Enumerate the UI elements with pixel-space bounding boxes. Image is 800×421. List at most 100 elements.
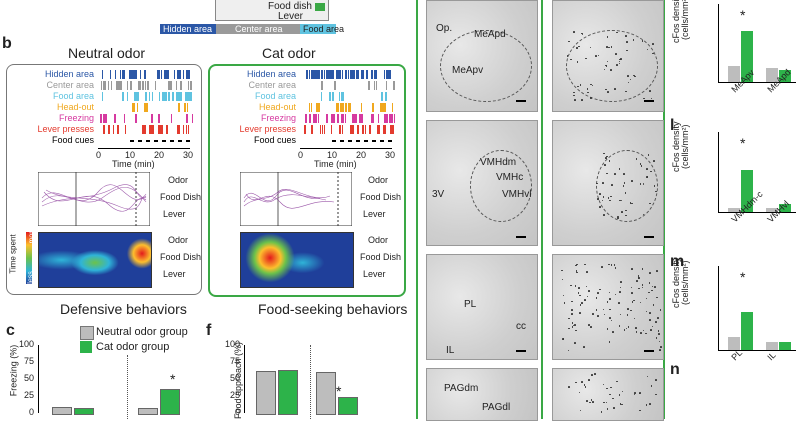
cfos-dot xyxy=(581,33,584,36)
micrograph-pag-neutral xyxy=(426,368,538,421)
raster-tick xyxy=(364,140,368,142)
cfos-dot xyxy=(651,289,654,292)
raster-tick xyxy=(327,70,329,79)
raster-tick xyxy=(368,81,370,90)
cfos-dot xyxy=(574,324,576,326)
cfos-dot xyxy=(616,380,618,383)
cfos-dot xyxy=(573,91,575,94)
bar xyxy=(256,370,276,415)
raster-tick xyxy=(158,125,160,134)
cfos-dot xyxy=(592,401,594,404)
raster-tick xyxy=(333,114,335,123)
raster-tick xyxy=(116,81,118,90)
cfos-dot xyxy=(606,328,609,331)
cfos-dot xyxy=(590,326,592,328)
cfos-dot xyxy=(614,173,616,176)
cfos-dot xyxy=(646,176,649,178)
label-pagdl: PAGdl xyxy=(482,402,511,413)
raster-tick xyxy=(154,140,158,142)
raster-tick xyxy=(334,81,336,90)
cfos-dot xyxy=(621,403,624,406)
cfos-dot xyxy=(571,300,573,303)
raster-tick xyxy=(342,92,344,101)
micrograph-pag-cat xyxy=(552,368,664,421)
raster-tick xyxy=(144,70,146,79)
raster-tick xyxy=(362,125,364,134)
cfos-dot xyxy=(595,55,597,57)
label-3v: 3V xyxy=(432,189,445,200)
cfos-dot xyxy=(610,264,613,266)
y-tick-label: 75 xyxy=(229,356,240,366)
cat-heat-odor: Odor xyxy=(368,235,389,245)
raster-tick xyxy=(355,114,357,123)
raster-tick xyxy=(357,70,359,79)
raster-tick xyxy=(148,92,151,101)
cfos-dot xyxy=(603,68,606,71)
cfos-dot xyxy=(573,31,575,34)
cfos-dot xyxy=(608,340,611,343)
raster-tick xyxy=(366,70,369,79)
raster-tick xyxy=(375,70,378,79)
raster-tick xyxy=(122,92,124,101)
raster-tick xyxy=(311,125,313,134)
raster-tick xyxy=(185,70,188,79)
raster-tick xyxy=(178,125,180,134)
raster-tick xyxy=(158,114,160,123)
right-bar xyxy=(779,341,791,350)
raster-tick xyxy=(139,81,142,90)
raster-tick xyxy=(352,114,354,123)
raster-tick xyxy=(130,81,132,90)
cat-odor-box xyxy=(208,64,406,297)
cfos-dot xyxy=(623,182,626,184)
raster-tick xyxy=(180,81,182,90)
cfos-dot xyxy=(605,157,607,159)
cfos-dot xyxy=(615,53,617,55)
raster-tick xyxy=(362,70,364,79)
raster-tick xyxy=(373,81,376,90)
cfos-dot xyxy=(609,298,611,300)
raster-label: Food cues xyxy=(51,135,94,145)
raster-tick xyxy=(344,114,347,123)
cfos-dot xyxy=(597,292,600,295)
raster-tick xyxy=(313,70,316,79)
raster-tick xyxy=(179,70,181,79)
y-tick-label: 50 xyxy=(23,373,34,383)
raster-tick xyxy=(158,70,160,79)
raster-tick xyxy=(341,114,343,123)
zone-hidden-label: Hidden area xyxy=(163,24,213,34)
cfos-dot xyxy=(562,338,565,340)
cat-tick-20: 20 xyxy=(356,150,367,160)
raster-tick xyxy=(187,92,189,101)
label-vmhc: VMHc xyxy=(496,172,524,183)
cfos-dot xyxy=(627,308,629,310)
raster-tick xyxy=(142,81,144,90)
raster-label: Lever presses xyxy=(37,124,94,134)
cfos-dot xyxy=(613,407,615,410)
cfos-dot xyxy=(632,39,635,41)
cfos-dot xyxy=(571,321,574,324)
right-bar xyxy=(779,70,791,82)
raster-tick xyxy=(121,70,124,79)
cfos-dot xyxy=(656,270,658,272)
cfos-dot xyxy=(648,291,650,294)
raster-tick xyxy=(386,114,388,123)
raster-tick xyxy=(130,70,132,79)
raster-tick xyxy=(323,125,326,134)
cfos-dot xyxy=(633,317,636,320)
legend-cat-label: Cat odor group xyxy=(96,341,170,353)
raster-tick xyxy=(186,103,189,112)
neutral-tick-20: 20 xyxy=(154,150,165,160)
raster-tick xyxy=(101,70,104,79)
raster-tick xyxy=(385,81,388,90)
cfos-dot xyxy=(646,375,649,378)
cat-track-lever: Lever xyxy=(363,209,386,219)
panel-m-letter: m xyxy=(670,253,685,270)
cfos-dot xyxy=(651,52,654,55)
cfos-dot xyxy=(588,379,590,381)
neutral-heat-lever: Lever xyxy=(163,269,186,279)
panel-l-letter: l xyxy=(670,117,675,134)
cfos-dot xyxy=(642,329,645,332)
raster-tick xyxy=(371,114,373,123)
neutral-time-axis xyxy=(98,148,190,149)
zone-food-label: Food area xyxy=(303,24,345,34)
